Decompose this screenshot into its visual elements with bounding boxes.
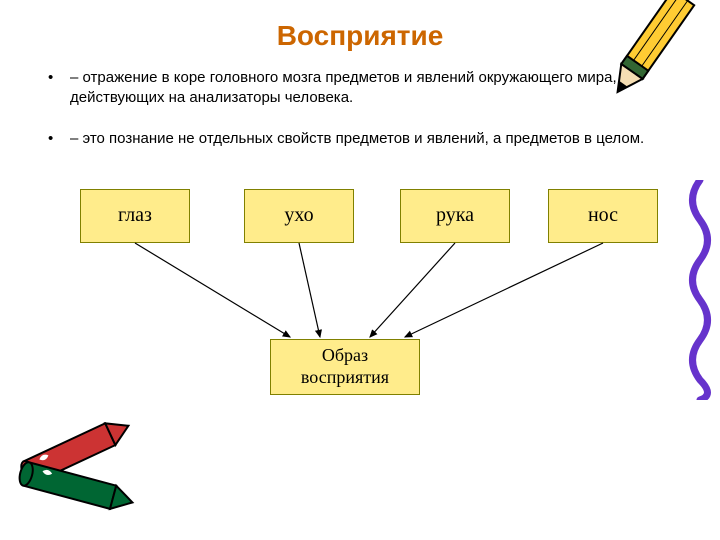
arrow [299,243,320,337]
bottom-line1: Образ [322,345,368,367]
node-nose: нос [548,189,658,243]
bullet-text: – отражение в коре головного мозга предм… [70,68,660,109]
node-ear: ухо [244,189,354,243]
node-image-of-perception: Образ восприятия [270,339,420,395]
pencil-icon [592,0,712,110]
bullet-marker: • [48,68,70,109]
arrow [135,243,290,337]
perception-diagram: глаз ухо рука нос Образ восприятия [0,169,720,429]
bottom-line2: восприятия [301,367,389,389]
bullet-text: – это познание не отдельных свойств пред… [70,129,644,149]
node-eye: глаз [80,189,190,243]
node-hand: рука [400,189,510,243]
bullet-item: • – это познание не отдельных свойств пр… [48,129,660,149]
bullet-item: • – отражение в коре головного мозга пре… [48,68,660,109]
bullet-marker: • [48,129,70,149]
arrow [370,243,455,337]
arrow [405,243,603,337]
